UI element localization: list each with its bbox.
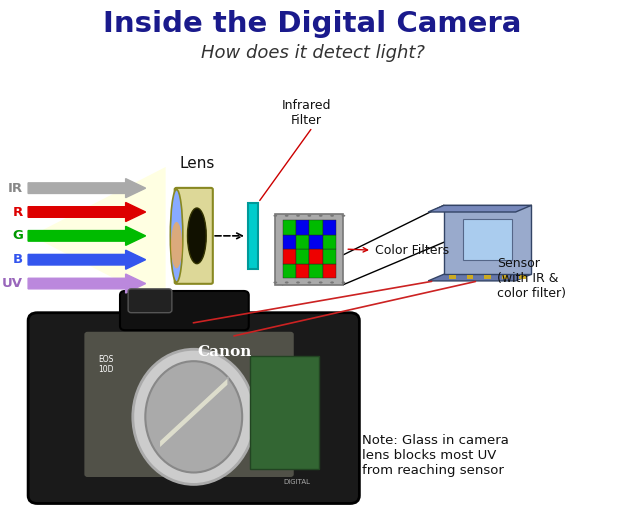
Bar (464, 219, 511, 260)
Text: Sensor
(with IR &
color filter): Sensor (with IR & color filter) (497, 257, 566, 300)
Polygon shape (444, 205, 531, 275)
FancyArrow shape (28, 250, 146, 269)
Bar (296, 263, 309, 278)
Text: Note: Glass in camera
lens blocks most UV
from reaching sensor: Note: Glass in camera lens blocks most U… (362, 434, 509, 477)
Text: Lens: Lens (179, 156, 214, 171)
Bar (250, 356, 319, 470)
Text: R: R (13, 206, 23, 218)
Polygon shape (159, 377, 228, 448)
Bar (309, 263, 322, 278)
FancyBboxPatch shape (28, 313, 359, 504)
Polygon shape (31, 167, 166, 305)
Text: DIGITAL: DIGITAL (283, 479, 311, 484)
Bar (309, 249, 322, 263)
Bar (484, 275, 491, 279)
Text: Color Filters: Color Filters (375, 244, 449, 257)
FancyBboxPatch shape (275, 214, 344, 285)
FancyArrow shape (28, 226, 146, 245)
Bar (519, 275, 526, 279)
Bar (449, 275, 456, 279)
Ellipse shape (285, 281, 289, 284)
FancyBboxPatch shape (84, 332, 294, 477)
Ellipse shape (133, 349, 255, 484)
Text: EOS
10D: EOS 10D (99, 355, 114, 374)
Bar (282, 263, 296, 278)
Bar (322, 234, 336, 249)
FancyBboxPatch shape (120, 291, 249, 330)
Bar (322, 249, 336, 263)
Ellipse shape (341, 215, 345, 217)
Bar (296, 220, 309, 234)
Bar (282, 249, 296, 263)
Ellipse shape (171, 222, 182, 268)
Ellipse shape (330, 215, 334, 217)
Ellipse shape (285, 215, 289, 217)
Text: How does it detect light?: How does it detect light? (201, 44, 424, 62)
Ellipse shape (170, 189, 182, 282)
FancyArrow shape (28, 179, 146, 198)
Ellipse shape (274, 215, 278, 217)
Bar (309, 234, 322, 249)
FancyBboxPatch shape (128, 289, 172, 313)
Bar (282, 220, 296, 234)
Ellipse shape (341, 281, 345, 284)
Text: G: G (12, 229, 23, 242)
Text: Inside the Digital Camera: Inside the Digital Camera (103, 10, 522, 38)
Bar (282, 234, 296, 249)
Bar (309, 220, 322, 234)
Ellipse shape (308, 281, 311, 284)
Text: UV: UV (2, 277, 23, 290)
Bar (296, 249, 309, 263)
Bar (296, 234, 309, 249)
Bar (248, 202, 258, 269)
Ellipse shape (188, 208, 206, 263)
Ellipse shape (319, 215, 322, 217)
FancyBboxPatch shape (174, 188, 213, 284)
Ellipse shape (296, 215, 300, 217)
Bar (322, 220, 336, 234)
FancyArrow shape (28, 274, 146, 293)
Ellipse shape (330, 281, 334, 284)
Bar (502, 275, 508, 279)
Ellipse shape (274, 281, 278, 284)
Bar (322, 263, 336, 278)
Ellipse shape (319, 281, 322, 284)
Text: B: B (13, 253, 23, 266)
Polygon shape (428, 205, 531, 212)
Text: IR: IR (8, 182, 23, 195)
Ellipse shape (145, 361, 242, 473)
Bar (467, 275, 473, 279)
FancyArrow shape (28, 202, 146, 222)
Ellipse shape (296, 281, 300, 284)
Text: Infrared
Filter: Infrared Filter (281, 99, 331, 127)
Polygon shape (428, 275, 531, 281)
Ellipse shape (308, 215, 311, 217)
Text: Canon: Canon (198, 345, 252, 359)
FancyBboxPatch shape (29, 364, 68, 494)
